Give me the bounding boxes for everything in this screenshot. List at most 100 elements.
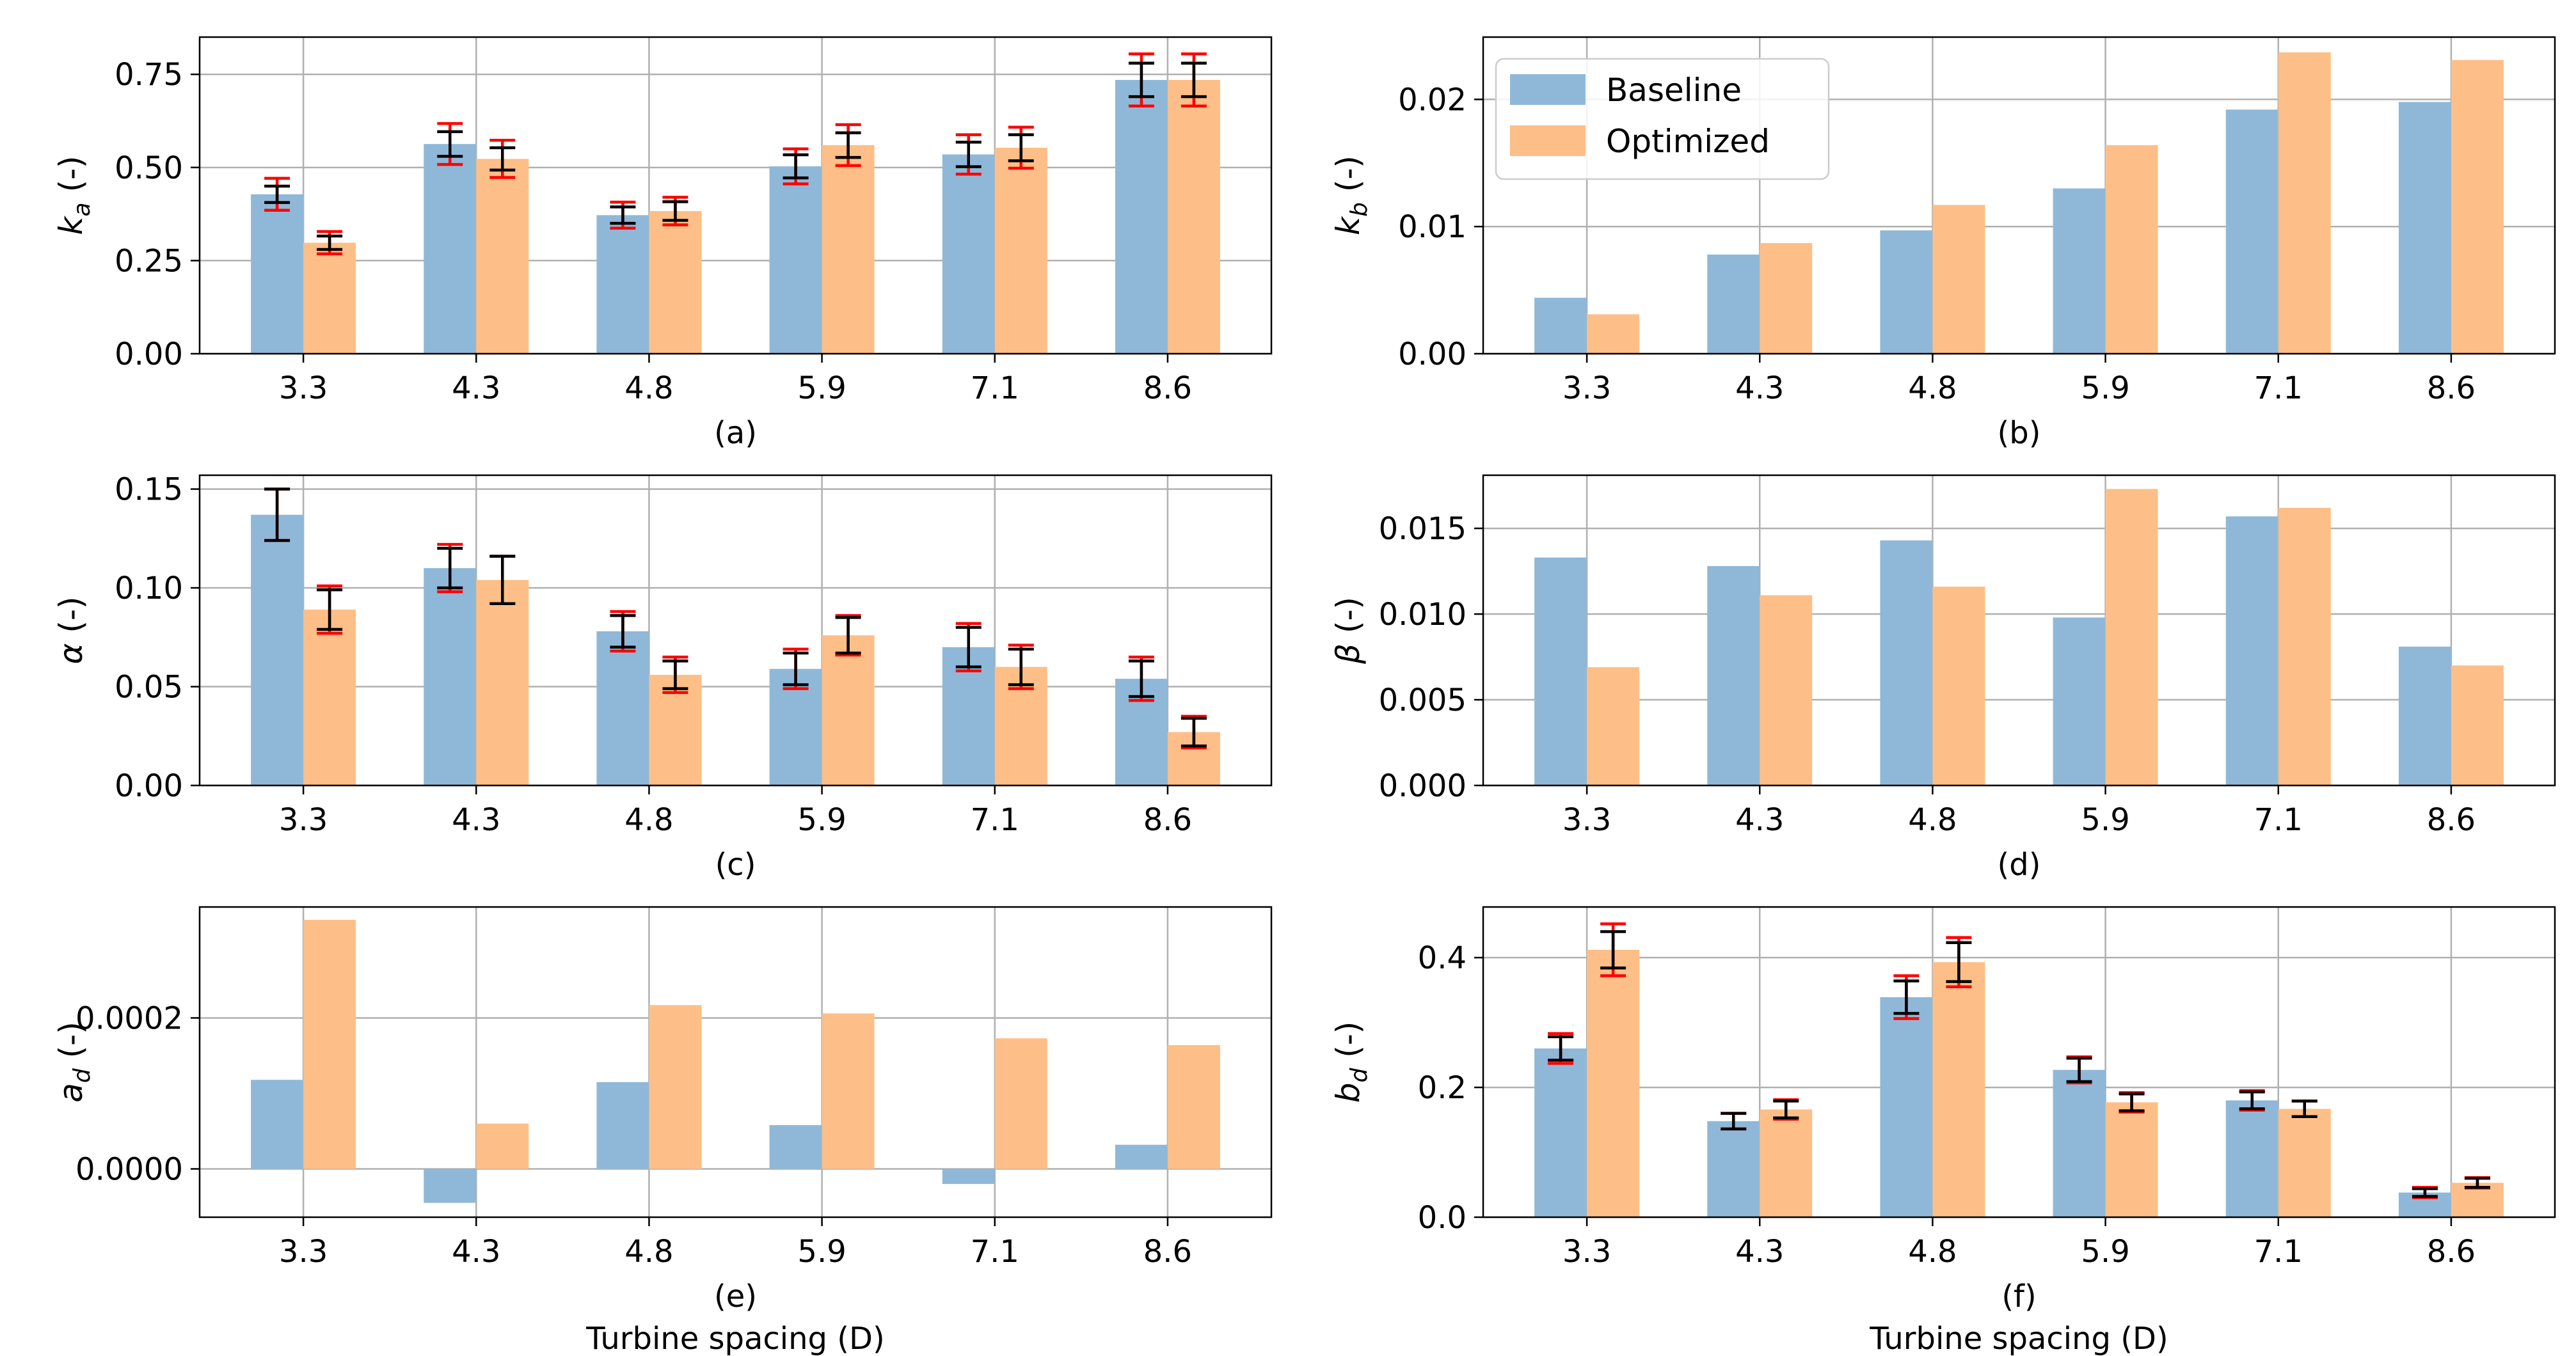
error-bar-inner	[1721, 1112, 1747, 1131]
panel-caption: (a)	[714, 415, 757, 451]
x-tick-label: 4.8	[1908, 1234, 1957, 1270]
error-bar-inner	[955, 140, 982, 168]
error-bar-inner	[1181, 61, 1207, 99]
y-tick-label: 0.010	[1379, 597, 1467, 633]
axes-frame	[1482, 36, 2556, 355]
x-tick-label: 7.1	[2254, 370, 2303, 406]
bar-baseline	[2053, 1069, 2106, 1217]
x-tick-label: 5.9	[2081, 1234, 2129, 1270]
bar-baseline	[1880, 540, 1933, 785]
bar-optimized	[2105, 1102, 2158, 1217]
bar-baseline	[1115, 1144, 1168, 1169]
y-axis-label-subscript: d	[69, 1068, 95, 1083]
x-tick-label: 5.9	[797, 370, 846, 406]
bar-optimized	[1932, 962, 1985, 1217]
bar-baseline	[769, 1125, 822, 1169]
y-axis-label-symbol: b	[1330, 1083, 1367, 1103]
axes-frame	[1482, 474, 2556, 787]
y-tick-label: 0.005	[1379, 682, 1467, 718]
y-axis-label-symbol: k	[52, 215, 90, 235]
error-bar-inner	[955, 626, 982, 668]
y-axis-label: kb (-)	[1330, 155, 1372, 235]
bar-optimized	[2105, 489, 2158, 785]
panel-c: 0.00 0.05 0.10 0.15 3.3 4.3 4.8 5.9 7.1 8.6 (c) α (…	[52, 472, 1273, 883]
y-axis-label-subscript: d	[1346, 1068, 1372, 1083]
x-tick-label: 7.1	[971, 1234, 1019, 1270]
bar-baseline	[424, 568, 477, 785]
error-bar-inner	[1008, 133, 1034, 162]
x-tick-label: 8.6	[1143, 802, 1192, 838]
bar-optimized	[476, 1123, 529, 1169]
bar-baseline	[2053, 188, 2106, 354]
error-bar-inner	[610, 614, 636, 649]
error-bar-inner	[662, 200, 688, 222]
error-bar-inner	[2464, 1176, 2490, 1189]
y-axis-label-unit: (-)	[1330, 597, 1367, 643]
error-bar-inner	[783, 651, 809, 686]
x-tick-label: 3.3	[1562, 370, 1611, 406]
x-tick-label: 4.3	[1735, 1234, 1784, 1270]
bar-baseline	[2398, 102, 2451, 354]
panel-caption: (f)	[2001, 1279, 2036, 1314]
y-tick-label: 0.50	[115, 150, 183, 186]
x-axis-label: Turbine spacing (D)	[585, 1321, 884, 1356]
x-tick-label: 5.9	[797, 802, 846, 838]
bar-baseline	[1880, 230, 1933, 354]
error-bar-inner	[662, 659, 688, 690]
x-tick-label: 8.6	[1143, 1234, 1192, 1270]
bar-baseline	[596, 1082, 649, 1169]
x-tick-label: 4.3	[1735, 370, 1784, 406]
error-bar-inner	[2239, 1090, 2265, 1110]
bar-optimized	[1932, 587, 1985, 785]
error-bar-inner	[1946, 941, 1972, 983]
error-bar-inner	[1128, 659, 1154, 698]
legend-label-optimized: Optimized	[1606, 123, 1770, 160]
bar-optimized	[1587, 314, 1640, 354]
error-bar-inner	[264, 487, 290, 542]
bar-baseline	[1707, 254, 1760, 354]
y-axis-label-unit: (-)	[52, 1021, 90, 1068]
error-bar-inner	[1773, 1100, 1799, 1120]
bar-optimized	[2278, 1108, 2331, 1217]
error-bar-inner	[437, 130, 463, 158]
bar-baseline	[2225, 109, 2278, 354]
bar-optimized	[822, 145, 875, 354]
x-tick-label: 4.8	[1908, 802, 1957, 838]
error-bar-inner	[783, 153, 809, 180]
y-tick-label: 0.01	[1398, 209, 1467, 245]
x-tick-label: 8.6	[1143, 370, 1192, 406]
x-tick-label: 3.3	[1562, 802, 1611, 838]
bar-optimized	[303, 242, 356, 354]
y-axis-label: ad (-)	[52, 1021, 95, 1102]
y-tick-label: 0.4	[1418, 940, 1467, 976]
error-bar-inner	[1600, 930, 1626, 970]
x-tick-label: 4.8	[624, 802, 673, 838]
bar-optimized	[2451, 665, 2504, 785]
y-axis-label: ka (-)	[52, 156, 95, 235]
y-tick-label: 0.0	[1418, 1200, 1467, 1236]
x-tick-label: 8.6	[2427, 802, 2476, 838]
error-bar-inner	[835, 616, 861, 655]
bar-baseline	[2225, 1100, 2278, 1217]
y-axis-label: bd (-)	[1330, 1021, 1372, 1103]
x-tick-label: 7.1	[2254, 802, 2303, 838]
error-bar-inner	[317, 588, 343, 631]
y-tick-label: 0.00	[1398, 336, 1467, 372]
axes-frame	[198, 36, 1273, 355]
x-tick-label: 5.9	[2081, 370, 2129, 406]
bar-optimized	[476, 579, 529, 785]
bar-optimized	[1760, 595, 1813, 785]
x-tick-label: 7.1	[2254, 1234, 2303, 1270]
bar-baseline	[1534, 1048, 1587, 1217]
bar-optimized	[1760, 243, 1813, 354]
error-bar-inner	[1008, 647, 1034, 686]
y-tick-label: 0.000	[1379, 768, 1467, 804]
y-axis-label-symbol: k	[1330, 216, 1367, 235]
bar-optimized	[994, 1038, 1047, 1169]
bar-baseline	[1707, 1121, 1760, 1217]
y-axis-label-unit: (-)	[52, 156, 90, 203]
bar-baseline	[596, 631, 649, 785]
y-tick-label: 0.015	[1379, 511, 1467, 547]
bar-optimized	[1167, 79, 1220, 354]
error-bar-inner	[2412, 1187, 2438, 1198]
